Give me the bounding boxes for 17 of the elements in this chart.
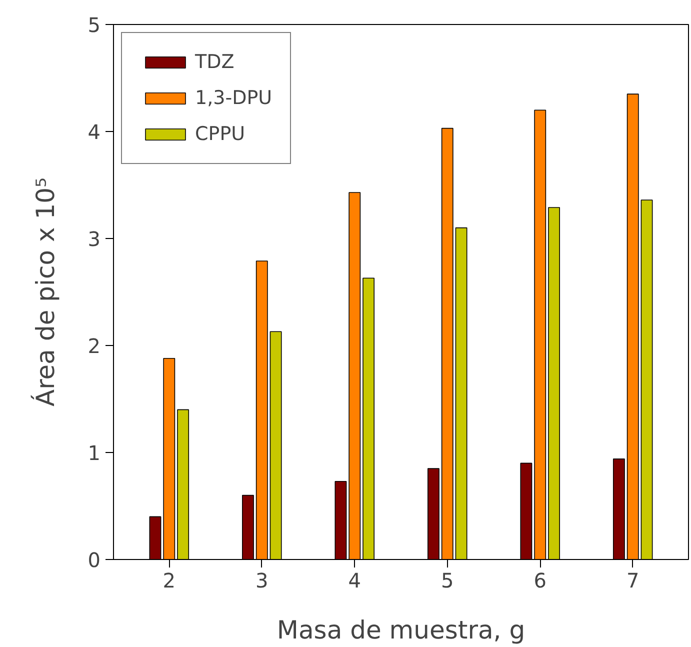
y-tick-label: 5	[88, 13, 101, 37]
x-tick-label: 6	[534, 568, 546, 592]
y-axis-title: Área de pico x 10⁵	[30, 177, 60, 407]
x-tick-label: 5	[441, 568, 454, 592]
y-tick-label: 3	[88, 227, 101, 251]
legend-label: 1,3-DPU	[195, 87, 272, 109]
y-tick-label: 0	[88, 548, 101, 572]
y-tick-label: 4	[88, 120, 101, 144]
x-tick-label: 7	[626, 568, 640, 592]
legend-label: CPPU	[195, 123, 246, 145]
x-tick-label: 3	[256, 568, 268, 592]
x-tick-label: 2	[162, 568, 176, 592]
x-tick-label: 4	[348, 568, 361, 592]
y-tick-label: 2	[88, 334, 101, 358]
x-axis-title: Masa de muestra, g	[276, 616, 526, 644]
y-tick-label: 1	[88, 441, 101, 465]
legend-label: TDZ	[195, 51, 234, 73]
